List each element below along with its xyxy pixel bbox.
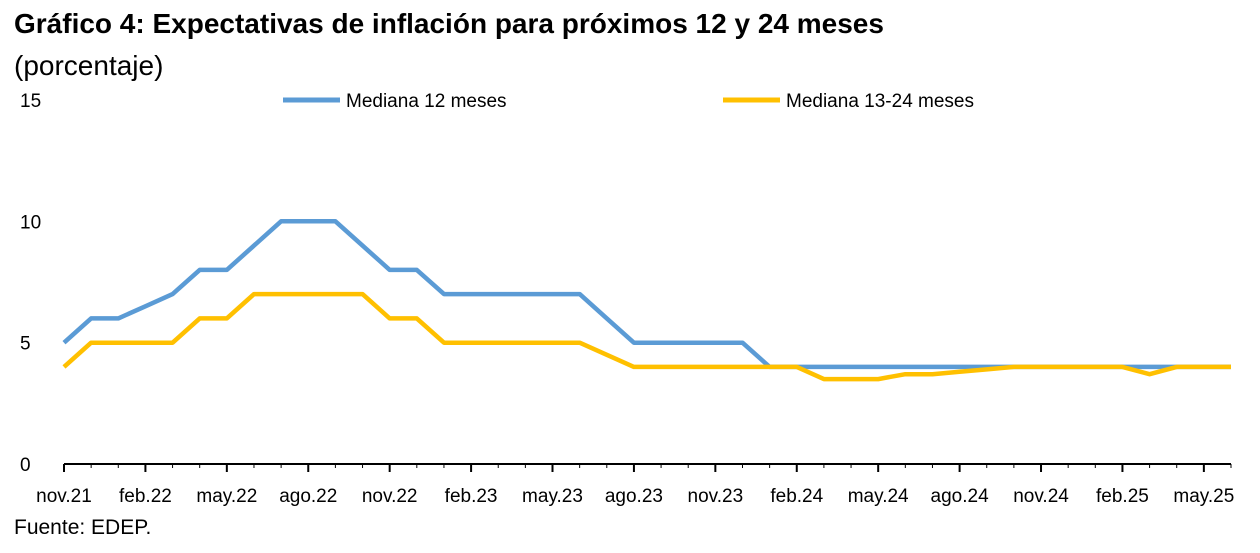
legend: Mediana 12 meses Mediana 13-24 meses [283, 91, 974, 112]
chart-title: Gráfico 4: Expectativas de inflación par… [14, 8, 884, 39]
source-note: Fuente: EDEP. [14, 516, 152, 539]
x-tick-label: nov.21 [36, 486, 92, 507]
x-tick-label: feb.24 [770, 486, 823, 507]
x-tick-label: ago.24 [931, 486, 990, 507]
x-tick-label: may.24 [848, 486, 909, 507]
series-line [62, 291, 1231, 382]
x-tick-label: may.23 [522, 486, 583, 507]
legend-label: Mediana 12 meses [346, 91, 507, 112]
x-tick-label: ago.22 [279, 486, 337, 507]
x-tick-label: nov.23 [688, 486, 744, 507]
y-tick-label: 5 [20, 334, 31, 355]
x-tick-label: ago.23 [605, 486, 663, 507]
y-tick-label: 10 [20, 212, 41, 233]
x-axis: nov.21 feb.22 may.22 ago.22 nov.22 feb.23 may.… [36, 463, 1234, 507]
x-tick-label: feb.22 [119, 486, 172, 507]
series-line [62, 219, 1231, 370]
legend-label: Mediana 13-24 meses [786, 91, 974, 112]
x-tick-label: nov.24 [1013, 486, 1069, 507]
y-tick-label: 15 [20, 91, 41, 112]
x-tick-label: feb.25 [1096, 486, 1149, 507]
x-tick-label: may.25 [1173, 486, 1234, 507]
x-tick-label: may.22 [196, 486, 257, 507]
x-tick-label: feb.23 [445, 486, 498, 507]
y-axis-ticks: 0 5 10 15 [20, 91, 41, 476]
series-lines [62, 219, 1231, 382]
x-tick-label: nov.22 [362, 486, 418, 507]
y-tick-label: 0 [20, 455, 31, 476]
chart-subtitle: (porcentaje) [14, 50, 164, 81]
